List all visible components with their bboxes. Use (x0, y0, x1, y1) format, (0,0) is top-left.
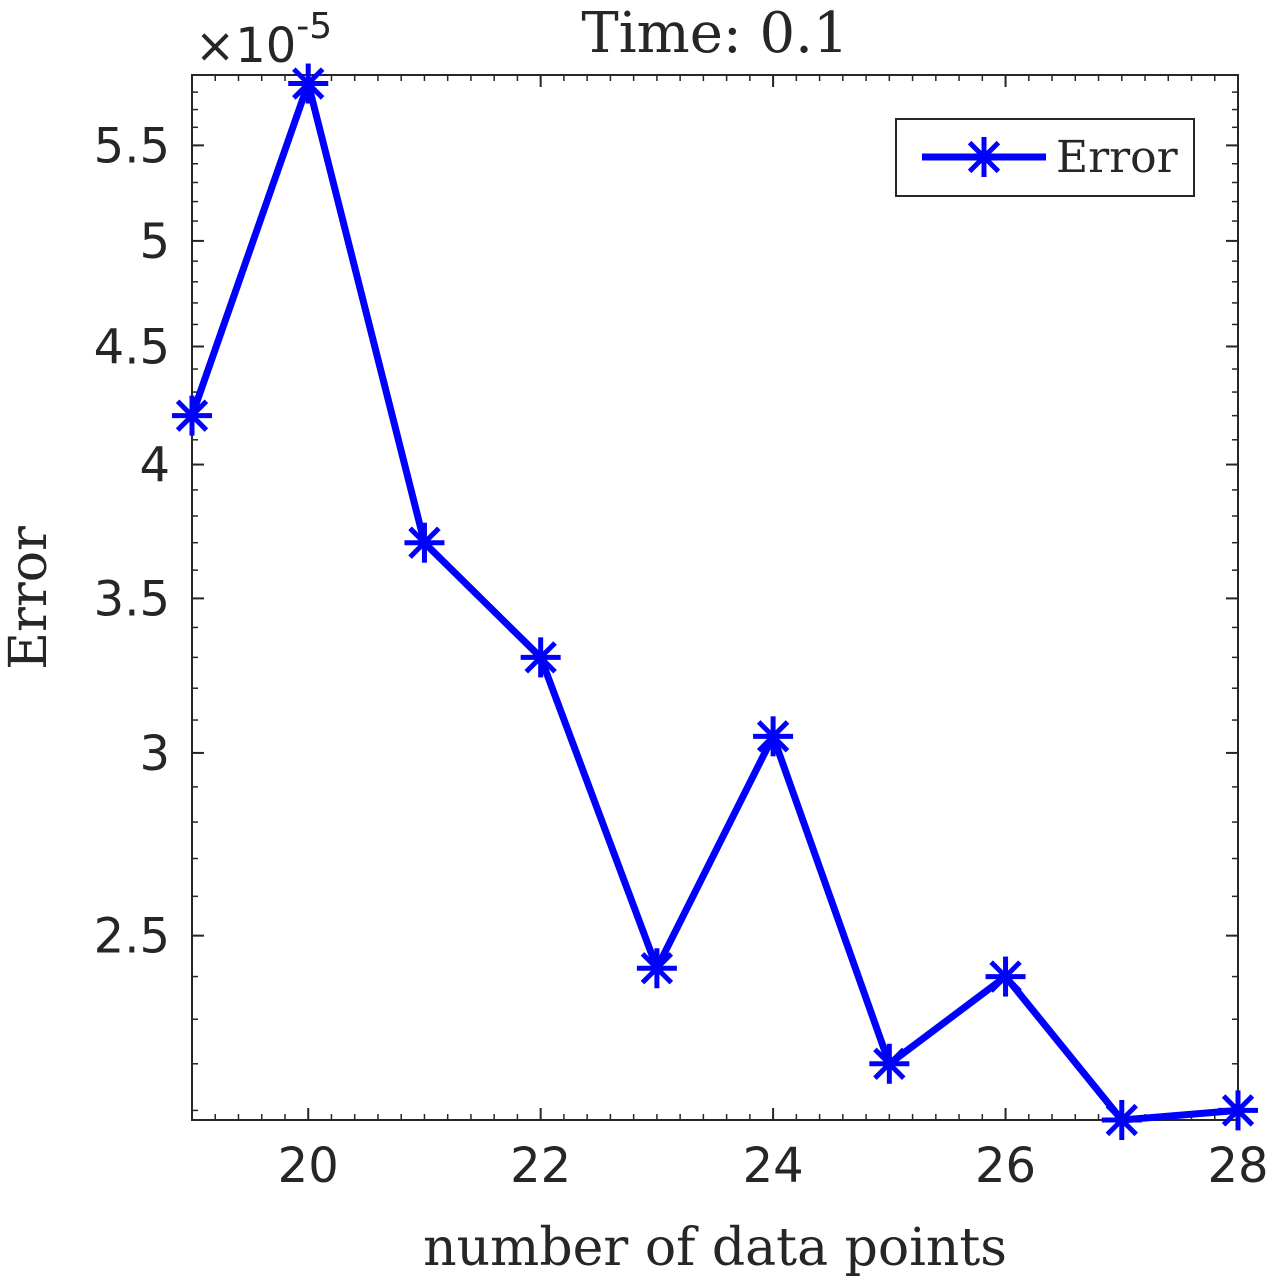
y-multiplier: ×10-5 (195, 6, 332, 74)
marker-stroke (640, 952, 674, 985)
x-axis-label: number of data points (423, 1218, 1007, 1278)
legend-entry-label: Error (1056, 132, 1179, 183)
data-point (1101, 1100, 1142, 1140)
x-tick-label: 28 (1207, 1138, 1268, 1194)
chart-title: Time: 0.1 (581, 1, 848, 66)
y-tick-label: 4.5 (94, 320, 170, 376)
marker-stroke (408, 526, 441, 559)
data-point (636, 948, 677, 989)
marker-stroke (1221, 1094, 1255, 1127)
marker-stroke (989, 960, 1022, 993)
y-axis-label: Error (0, 526, 59, 670)
data-point (404, 522, 445, 563)
data-point (1218, 1090, 1258, 1131)
legend: Error (895, 118, 1195, 197)
data-point (288, 63, 329, 104)
data-point (753, 716, 794, 757)
series-layer (172, 63, 1258, 1140)
marker-stroke (292, 67, 325, 100)
y-tick-label: 4 (139, 438, 170, 494)
marker-stroke (873, 1047, 906, 1080)
x-tick-label: 22 (510, 1138, 571, 1194)
x-tick-label: 24 (743, 1138, 804, 1194)
marker-stroke (1105, 1103, 1138, 1137)
series-line (188, 80, 1242, 1124)
data-point (172, 395, 212, 436)
data-point (520, 637, 561, 678)
x-tick-label: 20 (278, 1138, 339, 1194)
axis-ticks: 20 22 24 26 28 2.5 3 3.5 4 4.5 5 5.5 (94, 74, 1269, 1194)
marker-stroke (524, 641, 557, 674)
data-point (985, 956, 1026, 997)
y-tick-label: 3 (139, 726, 170, 782)
plot-area (191, 74, 1239, 1121)
legend-marker-glyph (964, 137, 1004, 177)
marker-stroke (967, 140, 1001, 174)
y-tick-label: 3.5 (94, 571, 170, 627)
y-tick-label: 5 (139, 214, 170, 270)
y-multiplier-exponent: -5 (296, 6, 332, 47)
data-point (869, 1043, 910, 1084)
y-tick-label: 5.5 (94, 118, 170, 174)
marker-stroke (175, 399, 209, 432)
y-tick-label: 2.5 (94, 909, 170, 965)
y-multiplier-base: ×10 (195, 18, 296, 74)
marker-stroke (756, 720, 790, 753)
x-tick-label: 26 (975, 1138, 1036, 1194)
legend-asterisk-marker (964, 137, 1004, 177)
